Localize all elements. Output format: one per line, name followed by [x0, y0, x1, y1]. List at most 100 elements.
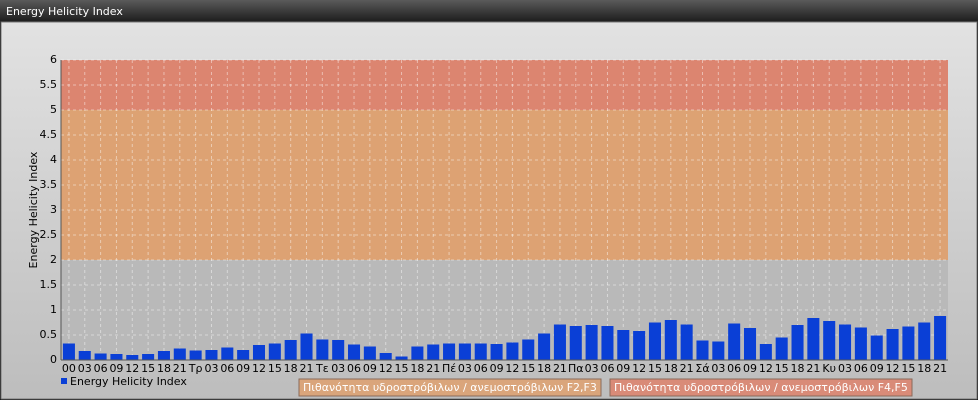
- x-tick-label: 18: [917, 362, 931, 375]
- y-tick-label: 0: [50, 353, 57, 366]
- x-tick-label: 15: [775, 362, 789, 375]
- y-tick-label: 4: [50, 153, 57, 166]
- bar: [443, 343, 456, 360]
- x-tick-label: 12: [886, 362, 900, 375]
- bar: [854, 327, 867, 360]
- x-tick-label: Σά: [695, 362, 709, 375]
- x-tick-label: 21: [426, 362, 440, 375]
- x-tick-label: 03: [204, 362, 218, 375]
- y-tick-label: 1.5: [40, 278, 58, 291]
- bar: [395, 356, 408, 360]
- bar: [522, 339, 535, 360]
- x-tick-label: 09: [743, 362, 757, 375]
- bar: [506, 342, 519, 360]
- bar: [316, 339, 329, 360]
- bar: [284, 340, 297, 360]
- x-tick-label: 03: [838, 362, 852, 375]
- bar: [205, 350, 218, 360]
- bar: [902, 326, 915, 360]
- x-tick-label: 06: [854, 362, 868, 375]
- legend-marker: [61, 378, 67, 384]
- y-axis-label: Energy Helicity Index: [27, 151, 40, 268]
- bar: [775, 337, 788, 360]
- zone: [61, 110, 948, 260]
- x-tick-label: 12: [505, 362, 519, 375]
- bar: [728, 323, 741, 360]
- zone: [61, 60, 948, 110]
- x-tick-label: 15: [521, 362, 535, 375]
- bar: [633, 331, 646, 360]
- bar: [870, 335, 883, 360]
- bar: [585, 325, 598, 360]
- bar: [839, 324, 852, 360]
- bar: [363, 346, 376, 360]
- x-tick-label: 09: [870, 362, 884, 375]
- x-tick-label: 06: [347, 362, 361, 375]
- x-tick-label: 12: [252, 362, 266, 375]
- x-tick-label: 18: [791, 362, 805, 375]
- x-tick-label: 18: [284, 362, 298, 375]
- bar: [348, 344, 361, 360]
- y-tick-label: 2: [50, 253, 57, 266]
- bar: [458, 343, 471, 360]
- x-tick-label: 06: [600, 362, 614, 375]
- x-tick-label: 03: [711, 362, 725, 375]
- bar: [173, 348, 186, 360]
- x-tick-label: 03: [331, 362, 345, 375]
- bar: [680, 324, 693, 360]
- bar: [712, 341, 725, 360]
- zone-legend-label: Πιθανότητα υδροστρόβιλων / ανεμοστρόβιλω…: [614, 381, 908, 394]
- x-tick-label: 21: [173, 362, 187, 375]
- bar: [126, 355, 139, 360]
- bar: [427, 344, 440, 360]
- bar: [743, 328, 757, 360]
- bar: [379, 353, 392, 360]
- zone-legend: [609, 378, 913, 397]
- bar: [300, 333, 313, 360]
- bar: [221, 347, 234, 360]
- x-tick-label: 21: [680, 362, 694, 375]
- y-tick-label: 0.5: [40, 328, 58, 341]
- x-tick-label: 09: [490, 362, 504, 375]
- bar: [886, 329, 899, 360]
- y-tick-label: 5.5: [40, 78, 58, 91]
- x-tick-label: 21: [806, 362, 820, 375]
- bar: [110, 354, 123, 360]
- bar: [62, 343, 75, 360]
- bar: [617, 330, 630, 360]
- x-tick-label: 09: [236, 362, 250, 375]
- x-tick-label: 03: [458, 362, 472, 375]
- x-tick-label: 03: [585, 362, 599, 375]
- x-tick-label: 09: [363, 362, 377, 375]
- x-tick-label: 18: [410, 362, 424, 375]
- bar: [268, 343, 281, 360]
- bar: [94, 353, 107, 360]
- x-tick-label: 12: [759, 362, 773, 375]
- x-tick-label: 06: [94, 362, 108, 375]
- bar: [237, 350, 250, 360]
- y-tick-label: 6: [50, 53, 57, 66]
- bar: [696, 340, 709, 360]
- bar: [553, 324, 566, 360]
- bar: [332, 340, 345, 360]
- bar: [759, 344, 772, 360]
- bar: [490, 344, 503, 360]
- x-tick-label: 00: [62, 362, 76, 375]
- x-tick-label: 15: [268, 362, 282, 375]
- bar: [934, 316, 947, 360]
- x-tick-label: 06: [220, 362, 234, 375]
- x-tick-label: Τε: [315, 362, 329, 375]
- x-tick-label: 15: [648, 362, 662, 375]
- bar: [664, 320, 677, 360]
- x-tick-label: 21: [933, 362, 947, 375]
- y-tick-label: 1: [50, 303, 57, 316]
- x-tick-label: 12: [125, 362, 139, 375]
- x-tick-label: Πα: [568, 362, 584, 375]
- y-tick-label: 4.5: [40, 128, 58, 141]
- bar: [569, 326, 582, 360]
- y-tick-label: 3: [50, 203, 57, 216]
- x-tick-label: 06: [727, 362, 741, 375]
- x-tick-label: Τρ: [188, 362, 203, 375]
- x-tick-label: 21: [553, 362, 567, 375]
